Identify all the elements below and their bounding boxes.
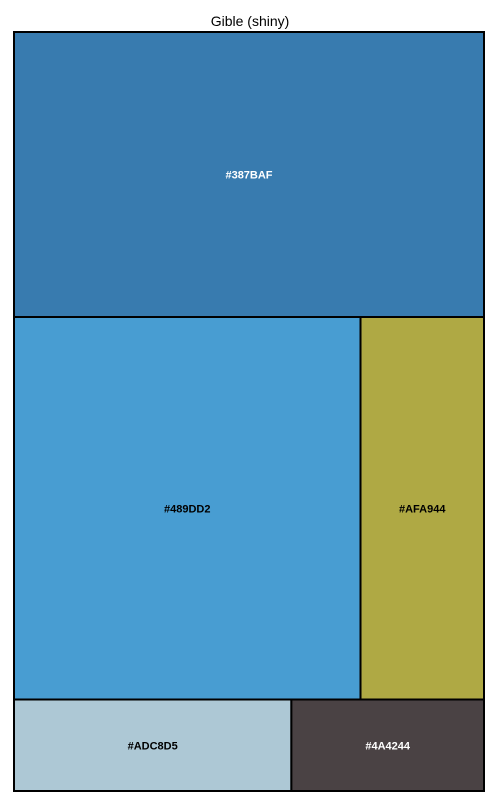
treemap-tiles: #387BAF #489DD2 #AFA944 #ADC8D5 #4A4244 — [13, 31, 485, 792]
treemap-tile-afa944 — [359, 316, 485, 701]
treemap-tile-label: #ADC8D5 — [128, 740, 178, 752]
treemap-tile-489dd2 — [13, 316, 362, 701]
treemap-tile-label: #489DD2 — [164, 503, 210, 515]
chart-title: Gible (shiny) — [211, 13, 290, 29]
treemap-tile-label: #387BAF — [225, 170, 272, 182]
plot-border — [13, 31, 485, 792]
treemap-tile-adc8d5 — [13, 698, 293, 792]
treemap-tile-label: #AFA944 — [399, 503, 446, 515]
treemap-tile-387baf — [13, 31, 485, 318]
treemap-tile-label: #4A4244 — [365, 740, 411, 752]
